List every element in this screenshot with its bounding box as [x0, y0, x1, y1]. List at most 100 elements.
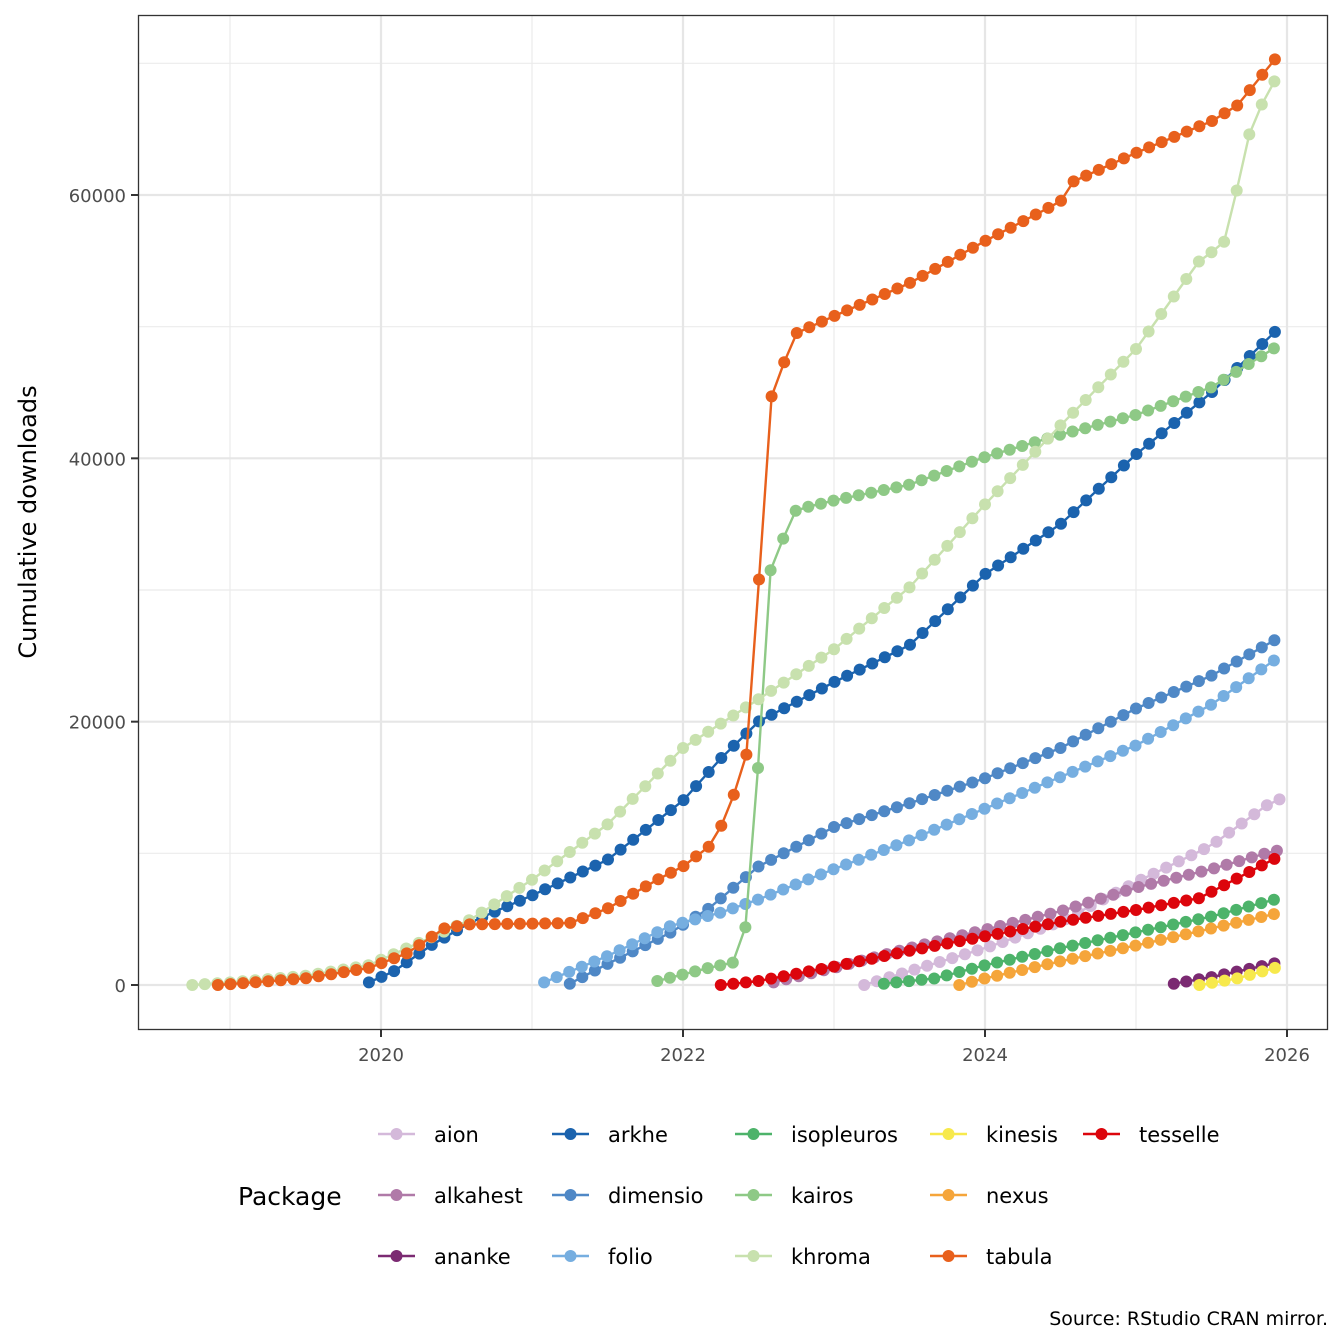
data-point-arkhe	[652, 814, 665, 826]
data-point-isopleuros	[1129, 926, 1142, 939]
data-point-isopleuros	[1154, 921, 1167, 934]
data-point-khroma	[601, 818, 614, 831]
data-point-dimensio	[1130, 702, 1142, 715]
legend-title: Package	[238, 1182, 342, 1211]
data-point-tabula	[539, 917, 552, 930]
data-point-khroma	[853, 622, 866, 635]
legend-label: alkahest	[434, 1184, 523, 1208]
data-point-nexus	[1255, 911, 1268, 923]
data-point-khroma	[1268, 75, 1281, 88]
data-point-folio	[890, 839, 903, 852]
data-point-arkhe	[740, 727, 753, 740]
data-point-tabula	[690, 850, 703, 863]
data-point-tabula	[1080, 169, 1093, 182]
data-point-folio	[538, 976, 551, 989]
data-point-nexus	[1167, 931, 1180, 944]
data-point-dimensio	[1192, 675, 1205, 688]
data-point-tabula	[815, 315, 828, 328]
data-point-isopleuros	[1142, 923, 1155, 936]
data-point-kairos	[915, 474, 928, 487]
data-point-khroma	[588, 827, 601, 840]
data-point-tabula	[841, 304, 854, 317]
series-kinesis	[1193, 961, 1281, 991]
data-point-folio	[1129, 739, 1142, 752]
data-point-dimensio	[1092, 722, 1105, 735]
data-point-folio	[601, 950, 613, 963]
data-point-kairos	[928, 469, 941, 482]
data-point-dimensio	[1230, 655, 1243, 668]
data-point-folio	[752, 893, 764, 906]
data-point-tabula	[627, 887, 640, 900]
data-point-tabula	[1117, 152, 1130, 165]
series-layer	[186, 53, 1286, 991]
data-point-khroma	[551, 855, 564, 868]
data-point-folio	[1142, 732, 1155, 745]
data-point-tabula	[677, 860, 690, 873]
data-point-khroma	[488, 898, 501, 911]
data-point-dimensio	[802, 834, 815, 847]
legend-item-khroma: khroma	[735, 1245, 871, 1269]
y-tick-label: 60000	[69, 186, 126, 207]
data-point-folio	[1003, 792, 1016, 805]
data-point-isopleuros	[1066, 939, 1079, 952]
data-point-tesselle	[1167, 896, 1180, 909]
data-point-arkhe	[576, 865, 589, 878]
data-point-alkahest	[1031, 910, 1044, 923]
data-point-arkhe	[891, 645, 904, 658]
data-point-dimensio	[588, 964, 601, 977]
data-point-arkhe	[765, 708, 778, 721]
data-point-nexus	[1104, 944, 1117, 957]
data-point-tesselle	[1054, 915, 1067, 928]
data-point-arkhe	[602, 853, 614, 866]
data-point-isopleuros	[890, 976, 903, 989]
data-point-arkhe	[589, 859, 602, 872]
data-point-tesselle	[1230, 872, 1243, 885]
data-point-tesselle	[1142, 901, 1155, 914]
data-point-khroma	[1192, 255, 1205, 268]
data-point-dimensio	[1255, 641, 1268, 654]
data-point-tesselle	[765, 972, 778, 985]
data-point-tabula	[513, 917, 526, 930]
data-point-tabula	[941, 255, 954, 268]
data-point-dimensio	[1180, 680, 1193, 693]
data-point-khroma	[1218, 235, 1231, 248]
data-point-kairos	[1079, 422, 1092, 435]
data-point-isopleuros	[1192, 913, 1205, 926]
data-point-khroma	[714, 717, 727, 730]
legend-key-point	[564, 1128, 577, 1140]
data-point-aion	[958, 948, 971, 961]
legend-item-alkahest: alkahest	[378, 1184, 523, 1208]
data-point-khroma	[953, 526, 966, 539]
data-point-kairos	[965, 455, 978, 468]
data-point-dimensio	[1016, 757, 1029, 770]
data-point-folio	[1205, 698, 1217, 711]
y-axis-title: Cumulative downloads	[14, 385, 42, 658]
data-point-arkhe	[664, 804, 677, 817]
data-point-arkhe	[941, 603, 954, 616]
data-point-khroma	[1067, 406, 1080, 419]
data-point-tabula	[1029, 208, 1042, 221]
data-point-aion	[933, 956, 946, 968]
legend-label: ananke	[434, 1245, 511, 1269]
data-point-kairos	[1016, 440, 1029, 452]
data-point-folio	[663, 920, 676, 933]
data-point-arkhe	[1168, 417, 1181, 429]
data-point-arkhe	[1067, 506, 1080, 519]
data-point-arkhe	[375, 970, 388, 983]
data-point-kairos	[1179, 390, 1192, 403]
data-point-kairos	[1242, 358, 1255, 370]
data-point-kairos	[1091, 418, 1104, 431]
data-point-kairos	[991, 447, 1004, 460]
data-point-tabula	[790, 327, 803, 339]
data-point-arkhe	[790, 695, 803, 708]
data-point-kairos	[1154, 399, 1167, 412]
data-point-khroma	[1092, 381, 1105, 394]
data-point-arkhe	[627, 833, 640, 846]
data-point-dimensio	[878, 805, 891, 818]
data-point-khroma	[1155, 308, 1168, 320]
data-point-dimensio	[928, 789, 941, 801]
data-point-tabula	[1193, 120, 1206, 133]
data-point-ananke	[1180, 975, 1193, 988]
data-point-tabula	[1143, 141, 1156, 154]
data-point-tesselle	[1079, 911, 1092, 924]
